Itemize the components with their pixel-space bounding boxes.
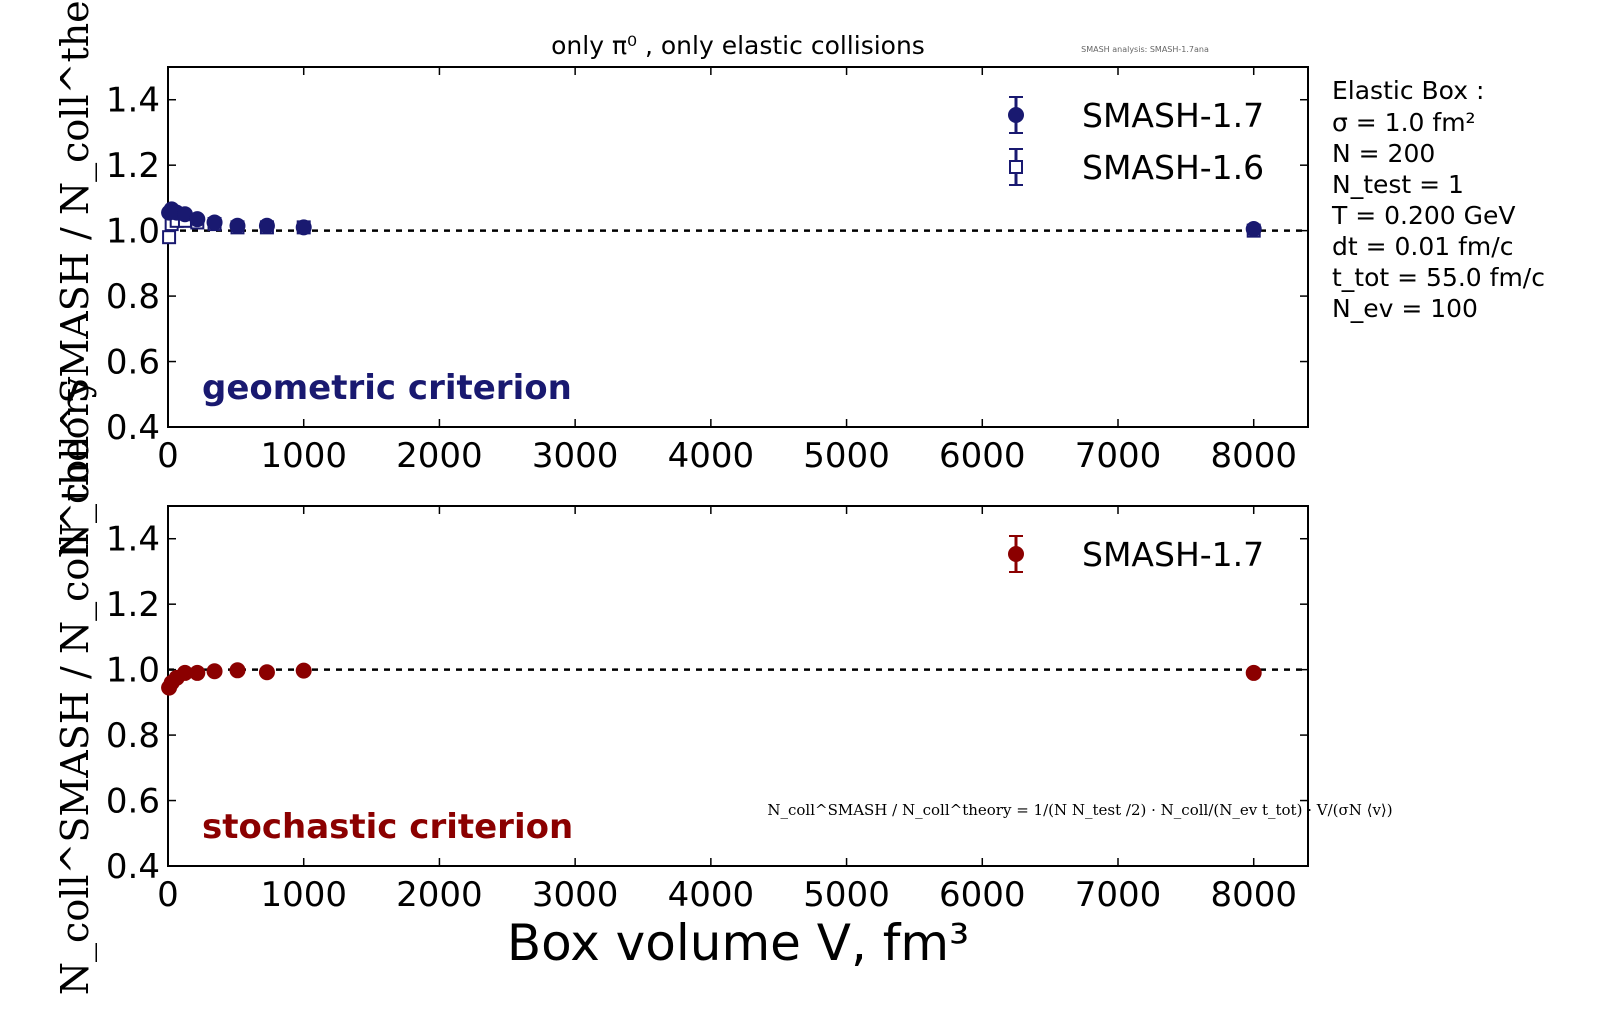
legend-marker xyxy=(1008,546,1024,562)
bottom-panel: 0 1000 2000 3000 4000 5000 6000 7000 8000 0.4 0.6 0… xyxy=(53,376,1309,995)
data-point xyxy=(295,662,312,679)
top-panel: 0 1000 2000 3000 4000 5000 6000 7000 8000 0.4 0.6 0… xyxy=(53,0,1309,556)
x-tick-label: 8000 xyxy=(1210,436,1297,476)
x-tick-label: 6000 xyxy=(939,436,1026,476)
param-line: σ = 1.0 fm² xyxy=(1332,108,1476,137)
y-tick-label: 0.8 xyxy=(106,277,160,317)
data-point xyxy=(176,206,193,223)
data-point xyxy=(258,217,275,234)
x-tick-label: 2000 xyxy=(396,436,483,476)
x-tick-label: 7000 xyxy=(1075,875,1162,915)
y-tick-label: 1.0 xyxy=(106,212,160,252)
y-tick-label: 1.2 xyxy=(106,585,160,625)
data-point xyxy=(176,664,193,681)
x-tick-label: 3000 xyxy=(532,875,619,915)
legend-label: SMASH-1.6 xyxy=(1082,148,1264,187)
data-point xyxy=(206,663,223,680)
y-tick-label: 1.4 xyxy=(106,520,160,560)
x-tick-label: 0 xyxy=(157,875,179,915)
x-tick-label: 5000 xyxy=(803,436,890,476)
x-axis-label: Box volume V, fm³ xyxy=(507,914,969,972)
x-tick-label: 6000 xyxy=(939,875,1026,915)
y-tick-label: 0.4 xyxy=(106,847,160,887)
x-tick-label: 2000 xyxy=(396,875,483,915)
x-tick-label: 1000 xyxy=(260,436,347,476)
x-tick-label: 1000 xyxy=(260,875,347,915)
data-point xyxy=(162,230,177,245)
chart-title: only π⁰ , only elastic collisions xyxy=(551,31,925,60)
formula: N_coll^SMASH / N_coll^theory = 1/(N N_te… xyxy=(767,801,1392,819)
param-line: T = 0.200 GeV xyxy=(1331,201,1515,230)
legend-label: SMASH-1.7 xyxy=(1082,535,1264,574)
y-axis-label: N_coll^SMASH / N_coll^theory xyxy=(53,376,98,995)
x-tick-label: 8000 xyxy=(1210,875,1297,915)
plot-frame xyxy=(167,66,1309,428)
x-tick-label: 0 xyxy=(157,436,179,476)
legend-marker xyxy=(1008,107,1024,123)
y-tick-label: 0.4 xyxy=(106,408,160,448)
y-tick-label: 0.6 xyxy=(106,343,160,383)
param-line: N_ev = 100 xyxy=(1332,294,1478,323)
param-line: dt = 0.01 fm/c xyxy=(1332,232,1513,261)
y-tick-label: 1.4 xyxy=(106,81,160,121)
legend-label: SMASH-1.7 xyxy=(1082,96,1264,135)
data-point xyxy=(206,214,223,231)
param-line: t_tot = 55.0 fm/c xyxy=(1332,263,1545,292)
criterion-label: geometric criterion xyxy=(202,368,572,408)
params-box: Elastic Box : σ = 1.0 fm² N = 200 N_test… xyxy=(1331,76,1545,323)
param-line: N = 200 xyxy=(1332,139,1435,168)
x-tick-label: 7000 xyxy=(1075,436,1162,476)
data-point xyxy=(229,662,246,679)
data-point xyxy=(258,664,275,681)
watermark: SMASH analysis: SMASH-1.7ana xyxy=(1081,45,1209,54)
data-point xyxy=(1245,664,1262,681)
x-tick-label: 5000 xyxy=(803,875,890,915)
data-point xyxy=(189,211,206,228)
x-tick-label: 3000 xyxy=(532,436,619,476)
y-tick-label: 1.2 xyxy=(106,146,160,186)
x-tick-label: 4000 xyxy=(668,875,755,915)
data-point xyxy=(189,664,206,681)
x-tick-label: 4000 xyxy=(668,436,755,476)
y-tick-label: 1.0 xyxy=(106,651,160,691)
param-line: N_test = 1 xyxy=(1332,170,1464,199)
data-point xyxy=(1245,221,1262,237)
criterion-label: stochastic criterion xyxy=(202,807,573,847)
y-tick-label: 0.8 xyxy=(106,716,160,756)
y-tick-label: 0.6 xyxy=(106,782,160,822)
legend-marker xyxy=(1009,160,1023,174)
y-axis-label: N_coll^SMASH / N_coll^theory xyxy=(53,0,98,556)
data-point xyxy=(295,219,312,236)
data-point xyxy=(229,217,246,234)
params-title: Elastic Box : xyxy=(1332,76,1484,105)
